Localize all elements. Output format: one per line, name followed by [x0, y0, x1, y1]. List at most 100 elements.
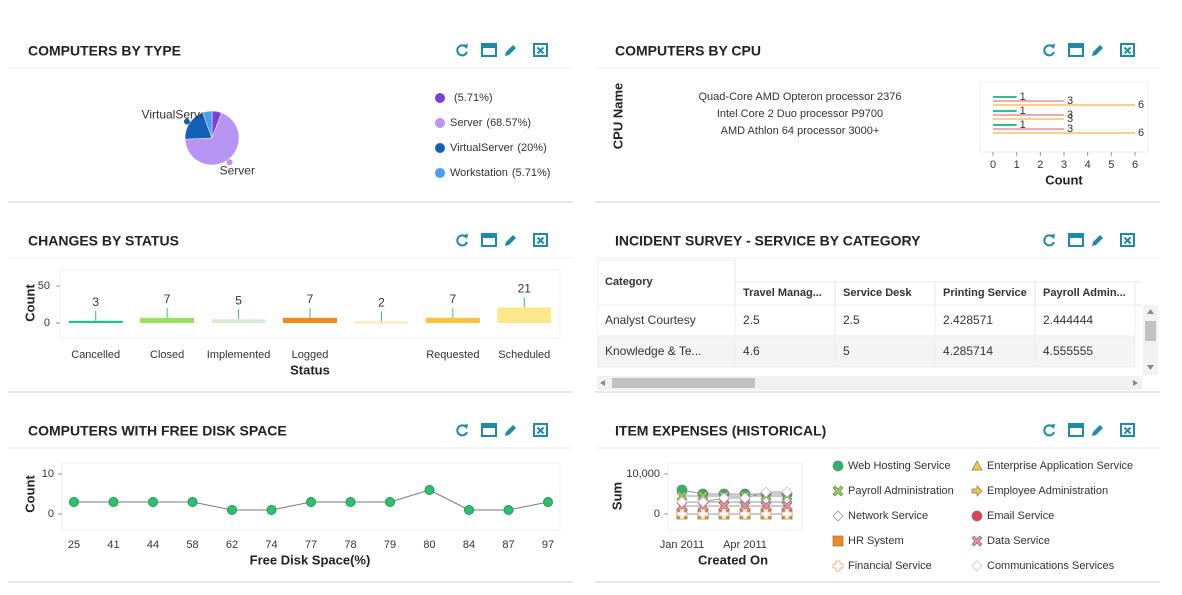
pencil-icon[interactable]	[505, 45, 516, 56]
bar	[211, 319, 266, 323]
maximize-button[interactable]	[481, 423, 497, 437]
edit-button[interactable]	[505, 425, 516, 436]
close-box[interactable]	[1120, 233, 1135, 247]
pencil-icon[interactable]	[1092, 235, 1103, 246]
close-x[interactable]	[1123, 46, 1132, 55]
maximize-button[interactable]	[481, 43, 497, 57]
y-tick-label: 10,000	[626, 468, 660, 480]
maximize-button[interactable]	[1068, 43, 1084, 57]
vertical-thumb[interactable]	[1145, 321, 1156, 341]
window-bar[interactable]	[1069, 44, 1083, 48]
edit-button[interactable]	[505, 45, 516, 56]
x-tick-label: 3	[1061, 159, 1067, 171]
window-bar[interactable]	[1069, 234, 1083, 238]
pencil-icon[interactable]	[505, 425, 516, 436]
window-bar[interactable]	[482, 424, 496, 428]
point	[543, 497, 553, 507]
refresh-icon[interactable]	[456, 424, 468, 437]
refresh-arrow[interactable]	[1050, 424, 1055, 429]
horizontal-thumb[interactable]	[612, 378, 755, 388]
y-tick-label: Intel Core 2 Duo processor P9700	[717, 108, 883, 120]
refresh-arrow[interactable]	[463, 44, 468, 49]
close-button[interactable]	[1120, 423, 1135, 437]
refresh-button[interactable]	[456, 234, 468, 247]
legend-value: (5.71%)	[454, 92, 493, 104]
x-tick-label: 41	[107, 539, 119, 551]
close-box[interactable]	[533, 423, 548, 437]
close-box[interactable]	[533, 43, 548, 57]
x-tick-label: 58	[186, 539, 198, 551]
close-x[interactable]	[536, 426, 545, 435]
edit-button[interactable]	[1092, 425, 1103, 436]
refresh-icon[interactable]	[456, 234, 468, 247]
window-bar[interactable]	[482, 234, 496, 238]
refresh-button[interactable]	[456, 44, 468, 57]
refresh-icon[interactable]	[1043, 424, 1055, 437]
scroll-right[interactable]	[1133, 380, 1138, 386]
refresh-button[interactable]	[1043, 44, 1055, 57]
legend-swatch	[832, 510, 844, 522]
legend-entry: Data Service	[987, 535, 1050, 547]
legend-swatch	[435, 168, 445, 178]
close-x[interactable]	[536, 46, 545, 55]
refresh-icon[interactable]	[1043, 234, 1055, 247]
scroll-left[interactable]	[600, 380, 605, 386]
panel-title: COMPUTERS WITH FREE DISK SPACE	[28, 423, 287, 439]
window-bar[interactable]	[1069, 424, 1083, 428]
window-bar[interactable]	[482, 44, 496, 48]
x-tick-label: Closed	[150, 349, 184, 361]
plot-frame	[59, 269, 561, 339]
cell-text: 5	[843, 344, 850, 358]
point	[108, 497, 119, 507]
panel-title: INCIDENT SURVEY - SERVICE BY CATEGORY	[615, 233, 921, 249]
edit-button[interactable]	[505, 235, 516, 246]
pencil-icon[interactable]	[505, 235, 516, 246]
cell-text: 4.285714	[943, 344, 993, 358]
refresh-arrow[interactable]	[1050, 44, 1055, 49]
close-button[interactable]	[533, 233, 548, 247]
scroll-up[interactable]	[1147, 309, 1154, 314]
point	[739, 508, 751, 520]
x-tick-label: 84	[463, 539, 475, 551]
close-x[interactable]	[536, 236, 545, 245]
edit-button[interactable]	[1092, 45, 1103, 56]
close-box[interactable]	[533, 233, 548, 247]
point	[739, 492, 751, 504]
refresh-button[interactable]	[1043, 234, 1055, 247]
refresh-button[interactable]	[1043, 424, 1055, 437]
edit-button[interactable]	[1092, 235, 1103, 246]
refresh-arrow[interactable]	[1050, 234, 1055, 239]
pencil-icon[interactable]	[1092, 45, 1103, 56]
column-header: Service Desk	[843, 287, 912, 299]
legend-swatch	[971, 460, 983, 471]
close-x[interactable]	[1123, 426, 1132, 435]
close-button[interactable]	[1120, 233, 1135, 247]
x-tick-label: Cancelled	[71, 349, 120, 361]
close-button[interactable]	[533, 423, 548, 437]
refresh-button[interactable]	[456, 424, 468, 437]
point	[718, 492, 730, 504]
legend-swatch	[971, 485, 983, 497]
panel-title: COMPUTERS BY TYPE	[28, 43, 181, 59]
maximize-button[interactable]	[481, 233, 497, 247]
maximize-button[interactable]	[1068, 233, 1084, 247]
legend-entry: Employee Administration	[987, 485, 1108, 497]
maximize-button[interactable]	[1068, 423, 1084, 437]
point	[781, 486, 793, 498]
legend-swatch	[435, 93, 445, 103]
pencil-icon[interactable]	[1092, 425, 1103, 436]
refresh-icon[interactable]	[1043, 44, 1055, 57]
legend-value: (20%)	[517, 142, 546, 154]
scroll-down[interactable]	[1147, 365, 1154, 370]
close-x[interactable]	[1123, 236, 1132, 245]
legend-entry: Server (68.57%)	[450, 117, 531, 129]
refresh-icon[interactable]	[456, 44, 468, 57]
close-box[interactable]	[1120, 43, 1135, 57]
refresh-arrow[interactable]	[463, 424, 468, 429]
close-button[interactable]	[1120, 43, 1135, 57]
close-button[interactable]	[533, 43, 548, 57]
close-box[interactable]	[1120, 423, 1135, 437]
refresh-arrow[interactable]	[463, 234, 468, 239]
panel-title: COMPUTERS BY CPU	[615, 43, 761, 59]
legend-value: (68.57%)	[486, 117, 531, 129]
